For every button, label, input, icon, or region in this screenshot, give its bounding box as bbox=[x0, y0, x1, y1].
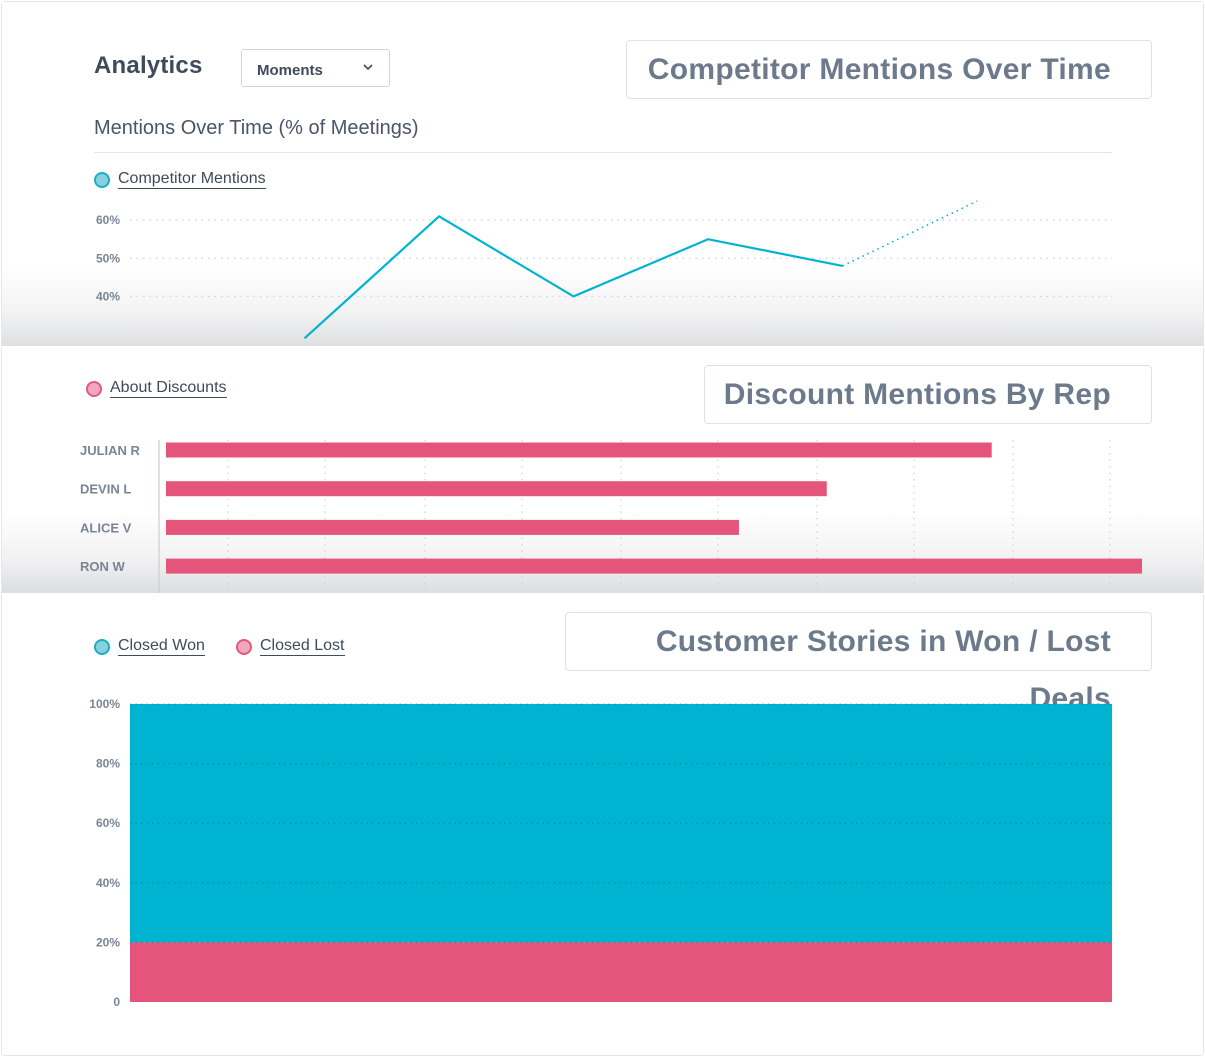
divider bbox=[94, 152, 1112, 153]
bar-chart: JULIAN R DEVIN L ALICE V RON W bbox=[80, 440, 1142, 593]
legend-closed-lost[interactable]: Closed Lost bbox=[236, 637, 345, 656]
discount-mentions-badge: Discount Mentions By Rep bbox=[704, 365, 1152, 424]
area-chart: 0 20% 40% 60% 80% 100% bbox=[89, 697, 1112, 1009]
legend-closed-won[interactable]: Closed Won bbox=[94, 637, 205, 656]
moments-select[interactable]: Moments bbox=[241, 49, 390, 87]
legend-label: Competitor Mentions bbox=[118, 170, 266, 189]
area-closed-lost bbox=[130, 942, 1112, 1002]
legend-swatch bbox=[94, 171, 110, 188]
section-title: Mentions Over Time (% of Meetings) bbox=[94, 117, 419, 139]
category-label: RON W bbox=[80, 559, 126, 574]
category-label: JULIAN R bbox=[80, 443, 141, 458]
discount-mentions-panel: About Discounts Discount Mentions By Rep… bbox=[2, 348, 1203, 593]
y-tick-label: 50% bbox=[96, 251, 120, 265]
legend-about-discounts[interactable]: About Discounts bbox=[86, 379, 227, 398]
bar-julian-r bbox=[166, 442, 992, 458]
category-label: DEVIN L bbox=[80, 482, 131, 497]
select-value: Moments bbox=[257, 62, 323, 79]
y-tick-label: 100% bbox=[89, 697, 120, 711]
bar-alice-v bbox=[166, 519, 739, 535]
series-line-competitor-mentions bbox=[303, 214, 843, 340]
y-tick-label: 0 bbox=[113, 995, 120, 1009]
legend-swatch bbox=[236, 638, 252, 655]
series-projection-line bbox=[842, 200, 978, 267]
legend-competitor-mentions[interactable]: Competitor Mentions bbox=[94, 170, 266, 189]
y-tick-label: 20% bbox=[96, 935, 120, 949]
legend-swatch bbox=[86, 380, 102, 397]
panel-separator bbox=[0, 593, 1205, 595]
y-tick-label: 40% bbox=[96, 289, 120, 303]
legend-label: About Discounts bbox=[110, 379, 227, 398]
bar-ron-w bbox=[166, 558, 1142, 574]
customer-stories-panel: Closed Won Closed Lost Customer Stories … bbox=[2, 595, 1203, 1054]
chevron-down-icon bbox=[363, 64, 373, 71]
legend-swatch bbox=[94, 638, 110, 655]
category-label: ALICE V bbox=[80, 520, 132, 535]
customer-stories-badge: Customer Stories in Won / Lost Deals bbox=[565, 612, 1152, 715]
y-tick-label: 60% bbox=[96, 213, 120, 227]
competitor-mentions-panel: Analytics Moments Competitor Mentions Ov… bbox=[2, 2, 1203, 346]
bar-devin-l bbox=[166, 481, 827, 497]
area-closed-won bbox=[130, 704, 1112, 943]
legend-label: Closed Lost bbox=[260, 637, 345, 656]
app-title: Analytics bbox=[94, 52, 203, 79]
legend-label: Closed Won bbox=[118, 637, 205, 656]
y-tick-label: 80% bbox=[96, 757, 120, 771]
y-tick-label: 40% bbox=[96, 876, 120, 890]
y-tick-label: 60% bbox=[96, 816, 120, 830]
line-chart: 40% 50% 60% bbox=[96, 200, 1112, 340]
competitor-mentions-badge: Competitor Mentions Over Time bbox=[626, 40, 1152, 99]
panel-separator bbox=[0, 346, 1205, 348]
